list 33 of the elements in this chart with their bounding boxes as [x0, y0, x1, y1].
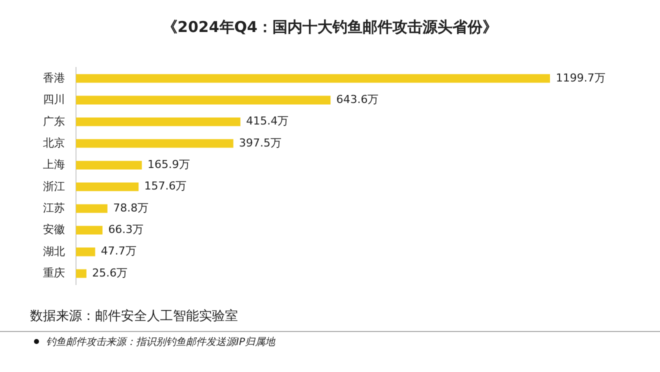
bar — [76, 74, 550, 83]
y-tick-label: 浙江 — [43, 180, 65, 193]
bar — [76, 160, 142, 170]
y-tick-label: 广东 — [43, 114, 65, 128]
y-tick-label: 安徽 — [43, 223, 65, 236]
data-label: 157.6万 — [144, 180, 187, 193]
bar — [76, 269, 86, 278]
data-label: 25.6万 — [92, 266, 128, 280]
data-label: 78.8万 — [113, 201, 149, 214]
bar — [76, 139, 234, 148]
bar — [76, 248, 96, 256]
y-tick-label: 北京 — [43, 136, 65, 150]
text: 钓鱼邮件攻击来源：指识别钓鱼邮件发送源IP归属地 — [46, 336, 275, 349]
source-note: 数据来源：邮件安全人工智能实验室 — [30, 308, 238, 325]
bar — [76, 96, 331, 104]
bar — [76, 182, 139, 192]
data-label: 1199.7万 — [556, 71, 606, 84]
bar — [76, 117, 240, 126]
data-label: 643.6万 — [336, 92, 379, 106]
data-label: 165.9万 — [148, 158, 190, 172]
y-tick-label: 湖北 — [43, 244, 65, 258]
y-tick-label: 江苏 — [43, 202, 65, 215]
data-label: 66.3万 — [108, 223, 144, 236]
y-tick-label: 香港 — [43, 71, 65, 84]
y-tick-label: 上海 — [43, 158, 65, 172]
bar — [76, 226, 103, 235]
data-label: 415.4万 — [246, 114, 289, 128]
data-label: 47.7万 — [100, 244, 136, 258]
data-label: 397.5万 — [239, 136, 282, 150]
bar — [76, 204, 108, 213]
y-tick-label: 四川 — [43, 93, 65, 106]
chart-title: 《2024年Q4：国内十大钓鱼邮件攻击源头省份》 — [162, 18, 498, 37]
y-tick-label: 重庆 — [43, 266, 65, 280]
